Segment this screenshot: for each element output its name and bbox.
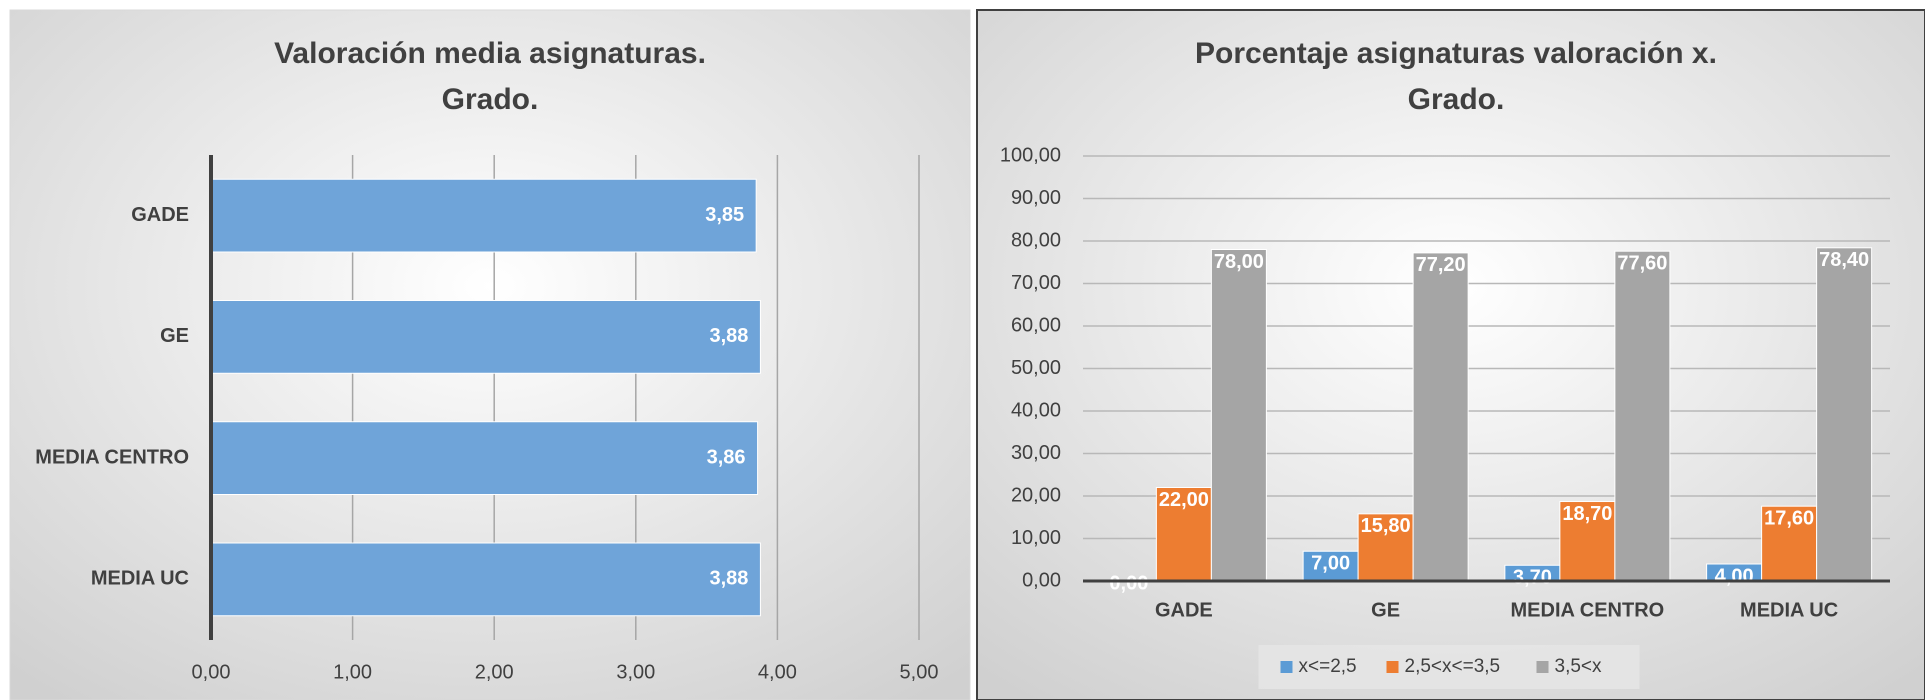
data-label: 0,00 <box>1109 572 1148 594</box>
data-label: 3,85 <box>705 204 744 226</box>
data-label: 18,70 <box>1562 503 1612 525</box>
y-tick-label: MEDIA CENTRO <box>35 446 189 468</box>
bar <box>1357 513 1414 582</box>
data-label: 3,70 <box>1513 567 1552 589</box>
chart-title: Porcentaje asignaturas valoración x. <box>1195 37 1717 70</box>
y-tick-label: 80,00 <box>1011 229 1061 251</box>
bar <box>1614 250 1671 582</box>
bar <box>1412 252 1469 582</box>
data-label: 3,86 <box>707 446 746 468</box>
chart-title: Valoración media asignaturas. <box>274 37 706 70</box>
y-tick-label: GADE <box>131 204 189 226</box>
x-tick-label: GADE <box>1155 599 1213 621</box>
chart-subtitle: Grado. <box>1408 83 1505 116</box>
legend-label: 3,5<x <box>1555 656 1603 677</box>
x-tick-label: MEDIA UC <box>1740 599 1838 621</box>
y-tick-label: GE <box>160 325 189 347</box>
y-tick-label: 0,00 <box>1022 569 1061 591</box>
y-tick-label: 30,00 <box>1011 442 1061 464</box>
bar <box>210 542 761 617</box>
legend-label: 2,5<x<=3,5 <box>1405 656 1501 677</box>
legend-label: x<=2,5 <box>1299 656 1357 677</box>
x-tick-label: 0,00 <box>192 661 231 683</box>
y-tick-label: 90,00 <box>1011 187 1061 209</box>
x-tick-label: GE <box>1371 599 1400 621</box>
data-label: 15,80 <box>1361 515 1411 537</box>
data-label: 22,00 <box>1159 489 1209 511</box>
legend-swatch <box>1536 661 1549 673</box>
bar <box>210 300 761 374</box>
x-tick-label: 2,00 <box>475 661 514 683</box>
y-tick-label: 20,00 <box>1011 484 1061 506</box>
data-label: 77,60 <box>1617 252 1667 274</box>
bar <box>210 178 757 253</box>
bar <box>1210 249 1267 582</box>
data-label: 3,88 <box>709 325 748 347</box>
y-tick-label: MEDIA UC <box>91 568 189 590</box>
legend-box <box>1258 645 1640 689</box>
data-label: 4,00 <box>1715 565 1754 587</box>
bar <box>210 421 759 495</box>
x-tick-label: 5,00 <box>900 661 939 683</box>
chart-subtitle: Grado. <box>442 83 539 116</box>
x-tick-label: 3,00 <box>616 661 655 683</box>
y-tick-label: 50,00 <box>1011 357 1061 379</box>
data-label: 17,60 <box>1764 507 1814 529</box>
data-label: 77,20 <box>1416 254 1466 276</box>
data-label: 78,00 <box>1214 251 1264 273</box>
x-tick-label: MEDIA CENTRO <box>1511 599 1665 621</box>
x-tick-label: 1,00 <box>333 661 372 683</box>
y-tick-label: 100,00 <box>1000 144 1061 166</box>
data-label: 7,00 <box>1311 553 1350 575</box>
y-tick-label: 70,00 <box>1011 272 1061 294</box>
data-label: 78,40 <box>1819 249 1869 271</box>
y-tick-label: 40,00 <box>1011 399 1061 421</box>
legend-swatch <box>1386 661 1399 673</box>
bar <box>1816 247 1873 582</box>
data-label: 3,88 <box>709 568 748 590</box>
y-tick-label: 60,00 <box>1011 314 1061 336</box>
legend-swatch <box>1280 661 1293 673</box>
y-tick-label: 10,00 <box>1011 527 1061 549</box>
x-tick-label: 4,00 <box>758 661 797 683</box>
bar <box>1761 505 1818 582</box>
